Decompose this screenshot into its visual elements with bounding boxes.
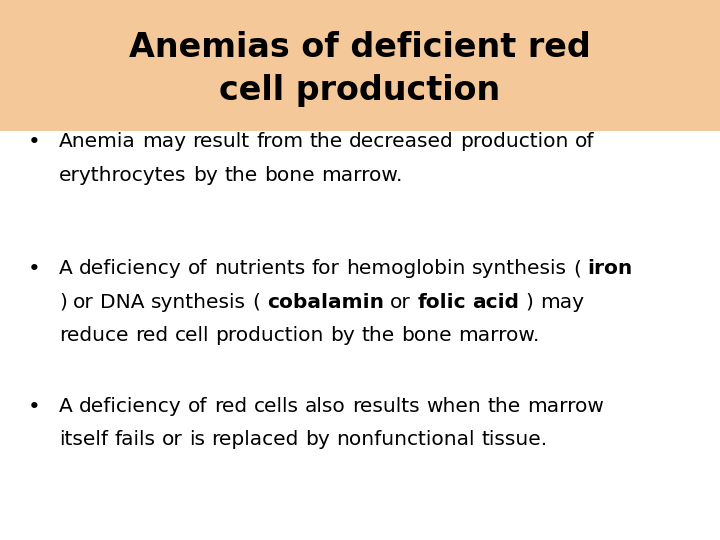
Text: deficiency: deficiency	[79, 397, 181, 416]
Text: of: of	[188, 259, 207, 278]
Text: A: A	[59, 397, 73, 416]
Text: cell: cell	[174, 326, 209, 345]
Text: result: result	[192, 132, 250, 151]
Text: or: or	[162, 430, 183, 449]
Text: the: the	[310, 132, 343, 151]
Text: •: •	[28, 397, 41, 417]
Text: A: A	[59, 259, 73, 278]
Text: the: the	[361, 326, 395, 345]
Text: itself: itself	[59, 430, 108, 449]
Text: or: or	[73, 293, 94, 312]
Text: the: the	[487, 397, 521, 416]
Text: synthesis: synthesis	[151, 293, 246, 312]
Text: the: the	[224, 166, 257, 185]
Text: cells: cells	[253, 397, 299, 416]
Text: red: red	[135, 326, 168, 345]
Text: DNA: DNA	[100, 293, 145, 312]
Text: cell production: cell production	[220, 74, 500, 107]
Text: may: may	[142, 132, 186, 151]
Text: of: of	[575, 132, 595, 151]
Text: may: may	[540, 293, 584, 312]
Text: folic: folic	[418, 293, 466, 312]
Text: also: also	[305, 397, 346, 416]
Text: acid: acid	[472, 293, 519, 312]
Text: ): )	[526, 293, 534, 312]
Text: bone: bone	[264, 166, 315, 185]
Text: is: is	[189, 430, 205, 449]
Text: deficiency: deficiency	[79, 259, 181, 278]
Text: erythrocytes: erythrocytes	[59, 166, 186, 185]
Text: replaced: replaced	[211, 430, 299, 449]
FancyBboxPatch shape	[0, 0, 720, 131]
Text: synthesis: synthesis	[472, 259, 567, 278]
Text: or: or	[390, 293, 411, 312]
Text: of: of	[188, 397, 207, 416]
Text: nutrients: nutrients	[214, 259, 305, 278]
Text: for: for	[312, 259, 340, 278]
Text: when: when	[426, 397, 481, 416]
Text: production: production	[460, 132, 569, 151]
Text: fails: fails	[114, 430, 156, 449]
Text: tissue.: tissue.	[481, 430, 547, 449]
Text: hemoglobin: hemoglobin	[346, 259, 465, 278]
Text: marrow.: marrow.	[458, 326, 539, 345]
Text: results: results	[352, 397, 420, 416]
Text: from: from	[256, 132, 303, 151]
Text: by: by	[305, 430, 330, 449]
Text: •: •	[28, 259, 41, 279]
Text: •: •	[28, 132, 41, 152]
Text: nonfunctional: nonfunctional	[336, 430, 474, 449]
Text: iron: iron	[588, 259, 633, 278]
Text: marrow.: marrow.	[320, 166, 402, 185]
Text: (: (	[573, 259, 581, 278]
Text: by: by	[193, 166, 217, 185]
Text: cobalamin: cobalamin	[267, 293, 384, 312]
Text: production: production	[215, 326, 324, 345]
Text: (: (	[253, 293, 261, 312]
Text: decreased: decreased	[349, 132, 454, 151]
Text: Anemias of deficient red: Anemias of deficient red	[129, 31, 591, 64]
Text: red: red	[214, 397, 247, 416]
Text: marrow: marrow	[527, 397, 603, 416]
Text: by: by	[330, 326, 355, 345]
Text: bone: bone	[401, 326, 451, 345]
Text: Anemia: Anemia	[59, 132, 136, 151]
Text: reduce: reduce	[59, 326, 129, 345]
Text: ): )	[59, 293, 67, 312]
